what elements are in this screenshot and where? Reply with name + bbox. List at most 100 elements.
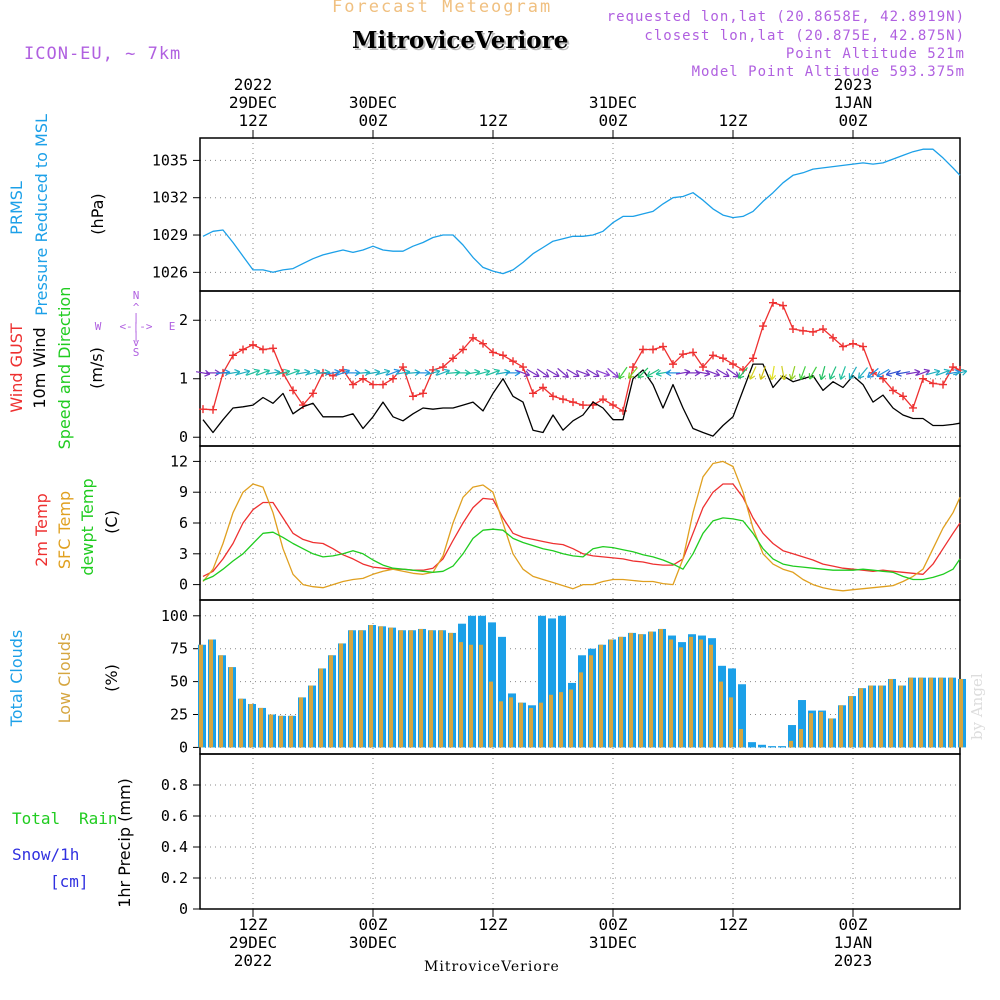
wind-arrow-head [758,373,766,380]
wind-arrow [557,367,569,378]
total-cloud-bar [738,684,746,748]
low-cloud-bar [949,677,953,748]
low-cloud-bar [919,677,923,748]
wind-arrow [246,368,261,376]
wind-arrow [819,365,826,381]
gust-marker [859,342,867,351]
gust-marker [309,389,317,398]
wind-arrow-shaft [790,365,796,380]
gust-marker [579,401,587,410]
wind-arrow-head [655,369,662,377]
gust-marker [299,401,307,410]
wind-arrow-shaft [566,368,580,377]
wind-arrow-head [665,369,672,377]
wind-arrow-head [646,370,653,378]
requested-coords: requested lon,lat (20.8658E, 42.8919N) [606,9,965,25]
panel-frame-wind [199,290,961,447]
gust-marker [359,374,367,383]
wind-arrow-shaft [286,369,300,376]
bottom-time-label: 2022 [234,951,273,970]
bottom-time-label: 1JAN [834,933,873,952]
low-cloud-bar [639,634,643,748]
low-cloud-bar [419,628,423,748]
wind-arrow-shaft [926,370,940,376]
wind-arrow-shaft [628,367,638,379]
low-cloud-bar [259,707,263,748]
gust-marker [839,342,847,351]
wind-arrow-shaft [226,371,240,375]
wind-arrow [516,369,531,377]
wind-arrow-head [304,369,311,376]
wind-arrow-shaft [296,371,310,375]
wind-arrow [828,366,837,380]
gust-marker [639,345,647,354]
bottom-time-label: 12Z [719,915,748,934]
wind-arrow-head [914,369,921,376]
wind-arrow-head [618,372,625,380]
pressure-label-msl: Pressure Reduced to MSL [32,114,51,316]
wind-arrow [748,366,757,380]
wind-arrow-shaft [706,369,720,376]
compass-down: v [133,336,140,349]
gust-marker [369,380,377,389]
low-cloud-bar [319,668,323,748]
wind-arrow-shaft [946,371,960,375]
compass-bar-lower: | [133,329,140,342]
wind-arrow-head [737,372,745,379]
total-cloud-bar [498,636,506,748]
low-cloud-bar [269,714,273,748]
y-tick-label: 0 [179,900,188,918]
wind-arrow-shaft [738,367,748,379]
wind-arrow-shaft [336,369,350,376]
low-cloud-bar [429,630,433,748]
wind-arrow [716,368,730,378]
wind-arrow-shaft [637,367,649,379]
total-cloud-bar [538,615,546,748]
wind-arrow-shaft [716,368,730,377]
y-tick-label: 12 [170,452,188,470]
wind-arrow-head [748,373,756,380]
y-tick-label: 0 [179,738,188,756]
gust-marker [499,351,507,360]
gust-marker [949,363,957,372]
low-cloud-bar [249,703,253,748]
wind-arrow [895,369,910,377]
compass-bar: | [133,311,140,324]
wind-arrow-head [583,370,591,377]
wind-arrow-head [895,369,902,377]
wind-arrow-shaft [916,369,930,376]
total-cloud-bar [548,618,556,748]
gust-marker [689,348,697,357]
gust-marker [249,340,257,349]
wind-arrow-shaft [858,367,868,379]
wind-arrow-shaft [526,368,540,377]
low-cloud-bar [549,694,553,748]
low-cloud-bar [649,631,653,748]
low-cloud-bar [849,696,853,748]
wind-arrow [376,368,391,376]
wind-arrow-shaft [396,371,410,375]
wind-arrow-head [374,369,381,376]
precip-total-label: Total [12,809,60,828]
wind-arrow [798,366,806,380]
wind-arrow-shaft [840,366,846,380]
low-cloud-bar [659,628,663,748]
y-tick-label: 0.8 [161,776,188,794]
wind-arrow-shaft [215,371,231,375]
temp-line-dew [202,517,961,582]
wind-arrow [566,368,580,378]
wind-arrow-head [603,370,611,377]
gust-marker [779,301,787,310]
wind-arrow [808,366,818,380]
wind-arrow-shaft [848,366,858,380]
wind-arrow-head [867,371,874,378]
y-tick-label: 1026 [152,263,188,281]
low-cloud-bar [529,707,533,748]
wind-arrow [926,368,941,376]
low-cloud-bar [899,685,903,748]
y-tick-label: 0.2 [161,869,188,887]
wind-arrow-head [769,374,777,381]
gust-marker [259,345,267,354]
compass-s: S [133,346,140,359]
